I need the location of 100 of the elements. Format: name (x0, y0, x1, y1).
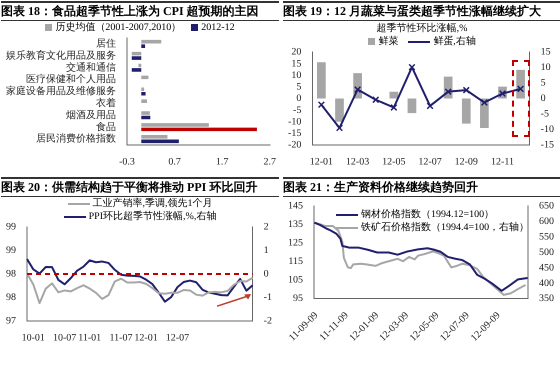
x-tick-label: 11-01 (78, 332, 102, 344)
y2-tick-label: 0 (264, 268, 269, 280)
bar (317, 62, 326, 98)
x-tick-label: 2.7 (264, 156, 276, 168)
bar (141, 44, 146, 48)
x-tick-label: 12-11 (491, 156, 514, 168)
y-tick-label: 97 (6, 316, 16, 327)
bar (132, 52, 142, 56)
y-tick-label: 98 (6, 292, 16, 304)
x-tick-label: 0.7 (168, 156, 181, 168)
y-tick-label: 105 (288, 274, 303, 286)
y2-tick-label: 15 (540, 46, 551, 58)
y2-tick-label: -15 (540, 140, 554, 151)
point (426, 102, 434, 110)
x-tick-label: 12-01 (310, 156, 334, 168)
y2-tick-label: 600 (539, 216, 554, 228)
y-tick-label: 家庭设备用品及维修服务 (6, 85, 116, 98)
y-tick-label: 15 (291, 58, 302, 70)
chart-title: 图表 18：食品超季节性上涨为 CPI 超预期的主因 (1, 1, 279, 21)
y-tick-label: 医疗保健和个人用品 (26, 73, 116, 86)
y-tick-label: 娱乐教育文化用品及服务 (6, 49, 116, 62)
y2-tick-label: -10 (540, 124, 554, 136)
bar (141, 128, 257, 132)
y2-tick-label: 1 (264, 245, 269, 256)
legend-label: 鲜蛋,右轴 (433, 35, 476, 48)
x-tick-label: 12-03 (346, 156, 370, 168)
y2-tick-label: -1 (264, 292, 272, 304)
point (517, 85, 524, 92)
x-tick-label: -0.3 (119, 156, 135, 168)
bar (335, 98, 344, 122)
bar (141, 76, 148, 80)
y-tick-label: 98 (6, 268, 16, 280)
bar (132, 68, 142, 72)
y2-tick-label: 350 (539, 293, 554, 304)
point (318, 101, 325, 108)
chart-title: 图表 21：生产资料价格继续趋势回升 (283, 177, 560, 197)
y-tick-label: -5 (292, 104, 302, 116)
y-tick-label: 5 (296, 82, 302, 92)
y2-tick-label: 10 (540, 62, 551, 74)
y-tick-label: 125 (288, 238, 303, 249)
bar (141, 92, 146, 96)
y2-tick-label: 2 (264, 222, 269, 233)
point (480, 98, 488, 106)
point (390, 104, 398, 112)
y-tick-label: 衣着 (96, 97, 116, 110)
bar (132, 56, 142, 60)
point (372, 96, 380, 104)
x-tick-label: 10-01 (22, 332, 45, 344)
legend-label: 鲜菜 (378, 35, 398, 48)
y-tick-label: -15 (288, 128, 302, 139)
y-tick-label: 10 (291, 70, 302, 81)
y2-tick-label: 0 (540, 93, 546, 104)
y-tick-label: 居住 (96, 38, 116, 50)
y-tick-label: 115 (288, 256, 303, 268)
bar (141, 135, 168, 139)
legend-label: 工业产销率,季调,领先1个月 (92, 197, 212, 210)
y-tick-label: -20 (288, 140, 302, 151)
legend-label: 2012-12 (201, 21, 235, 34)
y-tick-label: 95 (293, 293, 303, 304)
y-tick-label: 99 (6, 245, 16, 256)
y2-tick-label: 500 (539, 246, 554, 258)
x-tick-label: 12-01 (134, 332, 158, 344)
bar (141, 40, 162, 44)
legend-label: 钢材价格指数（1994.12=100） (361, 208, 494, 221)
legend-label: PPI环比超季节性涨幅,%,右轴 (88, 210, 216, 223)
chart-subtitle: 超季节性环比涨幅,% (376, 22, 468, 35)
y-tick-label: 居民消费价格指数 (36, 132, 116, 145)
x-tick-label: 12-09 (454, 156, 478, 168)
legend-label: 铁矿石价格指数（1994.4=100，右轴） (361, 221, 530, 234)
y-tick-label: 145 (288, 200, 303, 212)
y-tick-label: 食品 (96, 120, 116, 133)
point (444, 88, 452, 96)
bar (138, 64, 142, 68)
y-tick-label: 0 (296, 93, 302, 104)
x-tick-label: 11-07 (110, 332, 133, 344)
bar (141, 99, 147, 103)
point (336, 124, 344, 132)
bar (389, 92, 398, 98)
x-tick-label: 10-07 (52, 332, 76, 344)
y2-tick-label: -2 (264, 316, 272, 327)
chart-title: 图表 20：供需结构趋于平衡将推动 PPI 环比回升 (1, 177, 279, 197)
bar (141, 123, 209, 127)
y-tick-label: 交通和通信 (66, 61, 116, 74)
y2-tick-label: 450 (539, 262, 554, 274)
y-tick-label: 烟酒及用品 (66, 108, 116, 121)
bar (408, 98, 416, 114)
x-tick-label: 12-05 (382, 156, 406, 168)
bar (141, 140, 179, 144)
y2-tick-label: 650 (539, 200, 554, 212)
bar (141, 111, 150, 115)
legend-label: 历史均值（2001-2007,2010） (55, 21, 182, 34)
y-tick-label: -10 (288, 116, 302, 128)
x-tick-label: 1.7 (216, 156, 228, 168)
y-tick-label: 20 (291, 46, 302, 58)
point (408, 64, 416, 71)
point (462, 86, 470, 94)
bar (141, 116, 150, 120)
y2-tick-label: -5 (540, 108, 550, 120)
y2-tick-label: 400 (539, 278, 554, 289)
y2-tick-label: 5 (540, 78, 546, 89)
